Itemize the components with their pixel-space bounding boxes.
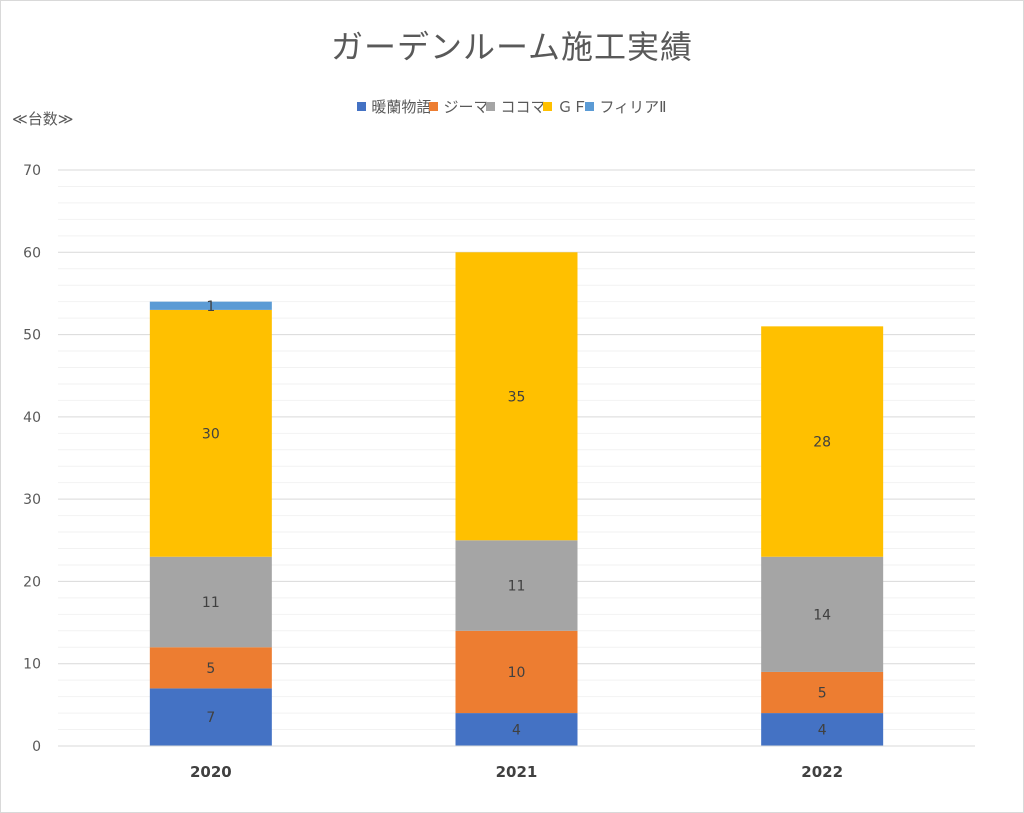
data-label: 14 xyxy=(813,607,831,623)
legend-item: 暖蘭物語 xyxy=(357,96,431,117)
x-tick-label: 2021 xyxy=(496,763,538,781)
y-tick-label: 50 xyxy=(23,328,41,344)
legend: 暖蘭物語 ジーマ ココマ ＧＦ フィリアⅡ xyxy=(0,96,1024,117)
bar-segment xyxy=(455,630,578,714)
bar-segment xyxy=(455,713,578,746)
legend-swatch xyxy=(429,102,439,111)
data-label: 4 xyxy=(818,723,827,739)
bar-segment xyxy=(149,647,272,689)
legend-item: ココマ xyxy=(486,96,545,117)
bar-segment xyxy=(761,713,884,746)
y-axis-unit-label: ≪台数≫ xyxy=(12,110,74,128)
bar-segment xyxy=(761,556,884,672)
data-label: 10 xyxy=(508,665,526,681)
legend-item: ＧＦ xyxy=(543,96,587,117)
data-label: 5 xyxy=(206,661,215,677)
legend-swatch xyxy=(357,102,367,111)
legend-swatch xyxy=(486,102,496,111)
bar-segment xyxy=(761,671,884,714)
y-tick-label: 60 xyxy=(23,245,41,261)
data-label: 1 xyxy=(206,299,215,315)
bar-segment xyxy=(455,252,578,541)
x-tick-label: 2020 xyxy=(190,763,232,781)
x-tick-label: 2022 xyxy=(801,763,843,781)
bar-segment xyxy=(149,688,272,746)
bar-segment xyxy=(149,556,272,648)
legend-item: ジーマ xyxy=(429,96,488,117)
y-tick-label: 20 xyxy=(23,574,41,590)
y-tick-label: 40 xyxy=(23,410,41,426)
data-label: 5 xyxy=(818,686,827,702)
data-label: 11 xyxy=(508,579,526,595)
data-label: 30 xyxy=(202,426,220,442)
data-label: 4 xyxy=(512,723,521,739)
data-label: 7 xyxy=(206,710,215,726)
legend-swatch xyxy=(585,102,595,111)
bar-segment xyxy=(761,326,884,557)
y-tick-label: 70 xyxy=(23,163,41,179)
bar-segment xyxy=(455,540,578,631)
legend-label: ＧＦ xyxy=(557,98,588,116)
y-tick-label: 0 xyxy=(32,739,41,755)
data-label: 11 xyxy=(202,595,220,611)
legend-label: ココマ xyxy=(500,98,546,116)
legend-item: フィリアⅡ xyxy=(585,96,667,117)
chart-title: ガーデンルーム施工実績 xyxy=(330,28,694,66)
data-label: 35 xyxy=(508,389,526,405)
bar-segment xyxy=(149,301,272,310)
legend-label: フィリアⅡ xyxy=(599,98,667,116)
y-tick-label: 30 xyxy=(23,492,41,508)
legend-swatch xyxy=(543,102,553,111)
bar-segment xyxy=(149,309,272,557)
legend-label: ジーマ xyxy=(443,98,489,116)
y-tick-label: 10 xyxy=(23,657,41,673)
data-label: 28 xyxy=(813,435,831,451)
legend-label: 暖蘭物語 xyxy=(371,98,432,116)
